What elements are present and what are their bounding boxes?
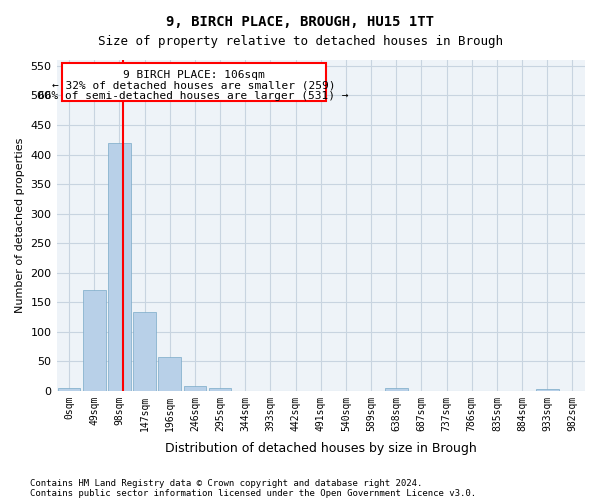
Text: Contains public sector information licensed under the Open Government Licence v3: Contains public sector information licen…	[30, 488, 476, 498]
Text: 9, BIRCH PLACE, BROUGH, HU15 1TT: 9, BIRCH PLACE, BROUGH, HU15 1TT	[166, 15, 434, 29]
Bar	[158, 357, 181, 391]
Y-axis label: Number of detached properties: Number of detached properties	[15, 138, 25, 313]
Text: Contains HM Land Registry data © Crown copyright and database right 2024.: Contains HM Land Registry data © Crown c…	[30, 478, 422, 488]
Text: 66% of semi-detached houses are larger (531) →: 66% of semi-detached houses are larger (…	[38, 90, 349, 101]
Bar	[209, 388, 232, 391]
Text: 9 BIRCH PLACE: 106sqm: 9 BIRCH PLACE: 106sqm	[123, 70, 265, 80]
FancyBboxPatch shape	[62, 63, 326, 102]
Bar	[108, 142, 131, 391]
Bar	[83, 290, 106, 391]
Bar	[536, 389, 559, 391]
Bar	[184, 386, 206, 391]
X-axis label: Distribution of detached houses by size in Brough: Distribution of detached houses by size …	[165, 442, 476, 455]
Text: Size of property relative to detached houses in Brough: Size of property relative to detached ho…	[97, 35, 503, 48]
Bar	[58, 388, 80, 391]
Bar	[133, 312, 156, 391]
Text: ← 32% of detached houses are smaller (259): ← 32% of detached houses are smaller (25…	[52, 80, 335, 90]
Bar	[385, 388, 407, 391]
